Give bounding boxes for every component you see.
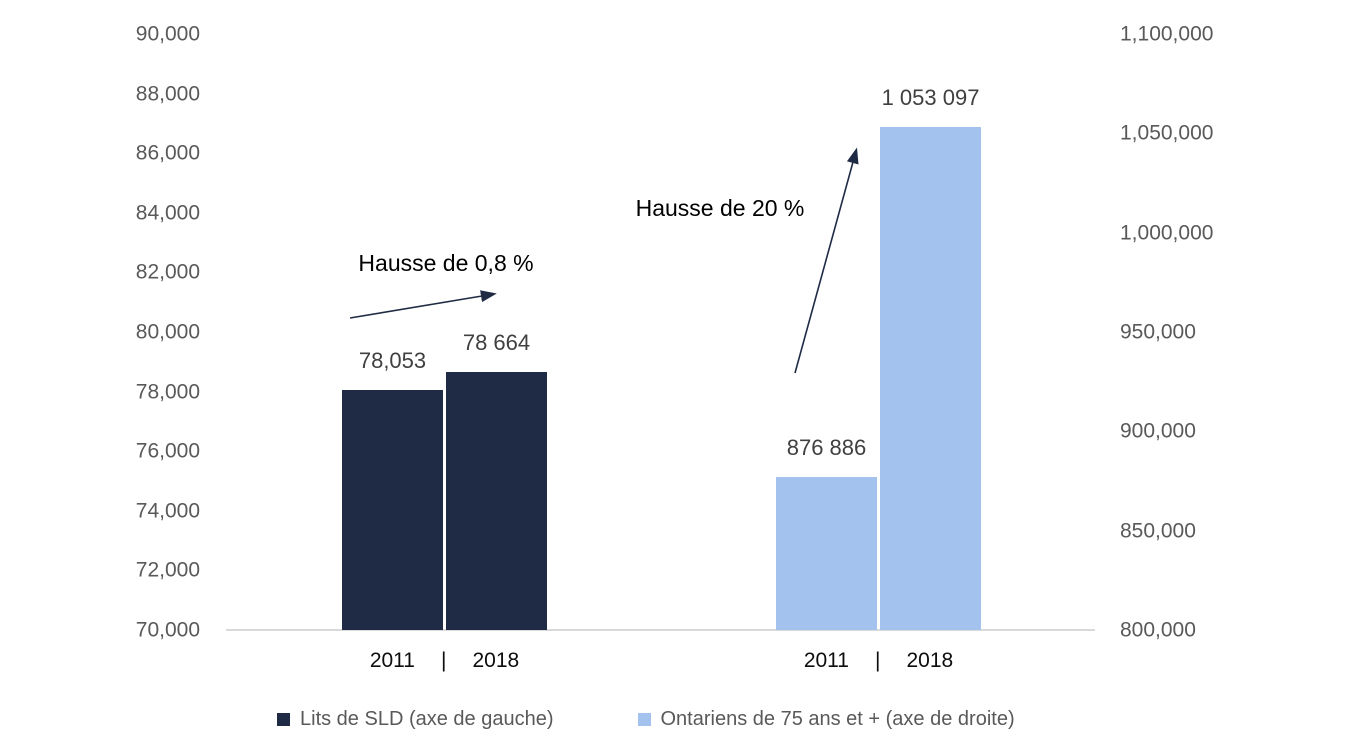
- x-axis-year-label: 2018: [472, 649, 520, 672]
- legend-swatch: [277, 712, 290, 726]
- legend-swatch: [637, 712, 651, 726]
- bar-left-2011: [342, 390, 443, 630]
- left-axis-tick-label: 80,000: [135, 320, 200, 344]
- legend-item: Ontariens de 75 ans et + (axe de droite): [637, 707, 1015, 731]
- left-axis-tick-label: 76,000: [135, 439, 200, 463]
- value-label: 1 053 097: [881, 85, 980, 111]
- legend: Lits de SLD (axe de gauche) Ontariens de …: [277, 707, 1015, 731]
- left-axis-tick-label: 72,000: [135, 558, 200, 582]
- left-axis-tick-label: 70,000: [135, 618, 200, 642]
- left-axis-tick-label: 82,000: [135, 260, 200, 284]
- right-axis-tick-label: 1,050,000: [1120, 121, 1214, 145]
- left-axis-tick-label: 78,000: [135, 380, 200, 404]
- value-label: 876 886: [786, 435, 867, 461]
- annotation-arrow: [794, 147, 859, 374]
- value-label: 78 664: [462, 329, 531, 355]
- legend-label: Ontariens de 75 ans et + (axe de droite): [660, 708, 1015, 730]
- right-axis-tick-label: 900,000: [1120, 419, 1196, 443]
- annotation-arrow: [349, 290, 497, 319]
- left-axis-tick-label: 90,000: [135, 22, 200, 46]
- bar-right-2018: [880, 127, 981, 630]
- bar-left-2018: [446, 371, 547, 630]
- x-axis-separator: |: [874, 649, 881, 672]
- legend-label: Lits de SLD (axe de gauche): [300, 708, 554, 730]
- left-axis-tick-label: 74,000: [135, 499, 200, 523]
- left-axis-tick-label: 86,000: [135, 141, 200, 165]
- x-axis-group-labels: 2011 | 2018: [804, 649, 953, 673]
- x-axis-group-labels: 2011 | 2018: [370, 649, 519, 673]
- right-axis-tick-label: 950,000: [1120, 320, 1196, 344]
- annotation-text: Hausse de 0,8 %: [358, 250, 534, 276]
- right-axis-tick-label: 850,000: [1120, 519, 1196, 543]
- right-axis-tick-label: 1,100,000: [1120, 22, 1214, 46]
- bar-right-2011: [776, 477, 877, 630]
- x-axis-line: [226, 629, 1095, 631]
- right-axis-tick-label: 1,000,000: [1120, 221, 1214, 245]
- x-axis-year-label: 2011: [369, 649, 415, 672]
- right-axis-tick-label: 800,000: [1120, 618, 1196, 642]
- left-axis-tick-label: 88,000: [135, 82, 200, 106]
- x-axis-year-label: 2018: [906, 649, 954, 672]
- annotation-text: Hausse de 20 %: [635, 195, 805, 221]
- legend-item: Lits de SLD (axe de gauche): [277, 707, 554, 731]
- x-axis-separator: |: [440, 649, 447, 672]
- x-axis-year-label: 2011: [803, 649, 849, 672]
- left-axis-tick-label: 84,000: [135, 201, 200, 225]
- value-label: 78,053: [358, 348, 427, 374]
